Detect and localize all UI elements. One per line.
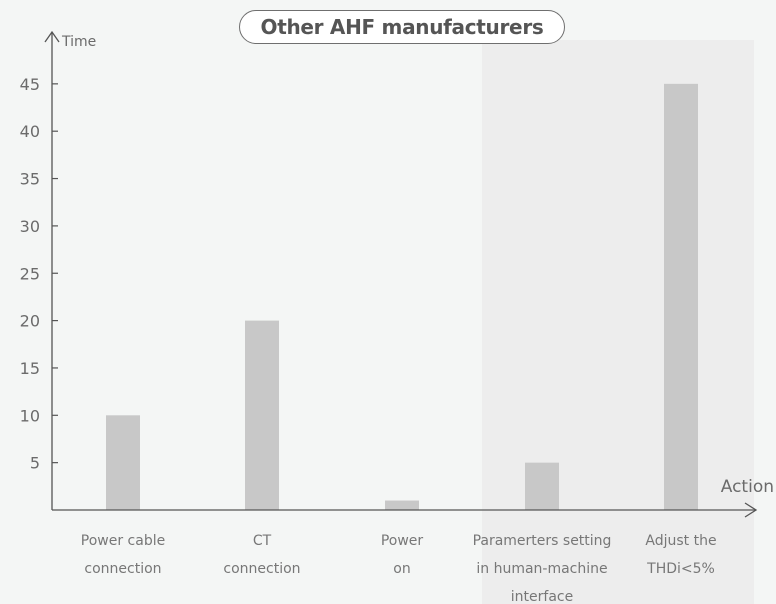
bar-3 <box>385 500 419 510</box>
x-axis-arrow-icon <box>744 502 758 518</box>
y-tick-label-15: 15 <box>20 359 40 378</box>
y-tick-label-20: 20 <box>20 312 40 331</box>
y-axis-arrow-icon <box>44 30 60 43</box>
bars-group <box>106 83 698 510</box>
x-category-label-5: Adjust the THDi<5% <box>645 533 716 577</box>
y-ticks-group: 5 10 15 20 25 30 35 40 45 <box>20 75 58 473</box>
y-axis-label: Time <box>61 34 96 50</box>
y-tick-label-5: 5 <box>30 454 40 473</box>
y-tick-label-35: 35 <box>20 170 40 189</box>
x-category-label-3: Power on <box>381 533 424 577</box>
y-tick-label-25: 25 <box>20 264 40 283</box>
bar-4 <box>525 462 559 510</box>
y-tick-label-30: 30 <box>20 217 40 236</box>
chart-title: Other AHF manufacturers <box>239 10 565 44</box>
x-labels-group: Power cable connection CT connection Power on… <box>81 533 717 604</box>
x-category-label-4: Paramerters setting in human-machine inter… <box>473 533 612 604</box>
y-tick-label-10: 10 <box>20 406 40 425</box>
y-tick-label-45: 45 <box>20 75 40 94</box>
axes-group: Time Action <box>44 30 774 518</box>
x-category-label-2: CT connection <box>223 533 300 577</box>
x-axis-label: Action <box>721 477 774 497</box>
y-tick-label-40: 40 <box>20 122 40 141</box>
bar-2 <box>245 320 279 510</box>
bar-5 <box>664 83 698 510</box>
bar-1 <box>106 415 140 510</box>
x-category-label-1: Power cable connection <box>81 533 165 577</box>
